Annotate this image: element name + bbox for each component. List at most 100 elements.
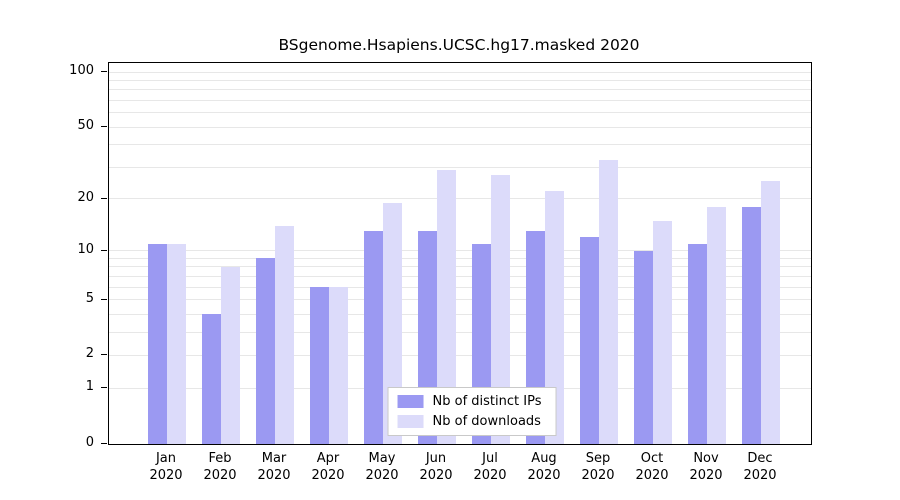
legend-swatch-distinct-ips <box>397 395 424 408</box>
y-tick-label: 10 <box>77 241 94 257</box>
x-tick-year: 2020 <box>203 468 237 483</box>
bar-downloads-nov <box>707 206 726 444</box>
bar-downloads-mar <box>275 225 294 444</box>
bar-layer <box>109 63 811 444</box>
bar-downloads-aug <box>545 191 564 444</box>
gridline <box>109 79 811 81</box>
x-tick-year: 2020 <box>743 468 777 483</box>
x-tick-month: Jul <box>482 451 498 466</box>
bar-distinct-ips-dec <box>742 206 761 444</box>
x-tick-label: Oct 2020 <box>624 450 680 484</box>
gridline <box>109 299 811 301</box>
y-tick-label: 5 <box>85 290 94 306</box>
x-tick-label: Aug 2020 <box>516 450 572 484</box>
bar-distinct-ips-may <box>364 231 383 444</box>
x-tick-year: 2020 <box>149 468 183 483</box>
gridline <box>109 257 811 259</box>
y-tick-mark <box>101 126 107 128</box>
x-tick-year: 2020 <box>365 468 399 483</box>
y-tick-mark <box>101 71 107 72</box>
y-tick-mark <box>101 354 107 356</box>
gridline <box>109 354 811 356</box>
x-tick-label: Jun 2020 <box>408 450 464 484</box>
bar-distinct-ips-apr <box>310 287 329 444</box>
x-tick-month: May <box>368 451 396 466</box>
gridline <box>109 144 811 146</box>
bar-distinct-ips-mar <box>256 258 275 444</box>
gridline <box>109 89 811 91</box>
y-tick-label: 50 <box>77 118 94 134</box>
x-tick-label: Apr 2020 <box>300 450 356 484</box>
x-tick-year: 2020 <box>581 468 615 483</box>
bar-distinct-ips-feb <box>202 314 221 444</box>
bar-distinct-ips-oct <box>634 250 653 444</box>
gridline <box>109 166 811 168</box>
y-tick-mark <box>101 443 107 444</box>
bar-distinct-ips-jan <box>148 243 167 444</box>
x-tick-label: Sep 2020 <box>570 450 626 484</box>
gridline <box>109 266 811 268</box>
x-tick-month: Dec <box>747 451 773 466</box>
legend-label-downloads: Nb of downloads <box>432 414 541 429</box>
bar-distinct-ips-sep <box>580 237 599 444</box>
legend-swatch-downloads <box>397 415 424 428</box>
gridline <box>109 275 811 277</box>
x-tick-label: May 2020 <box>354 450 410 484</box>
bar-downloads-apr <box>329 287 348 444</box>
x-axis: Jan 2020 Feb 2020 Mar 2020 Apr 2020 May 2020 Jun 20… <box>108 450 810 490</box>
y-tick-label: 2 <box>85 346 94 362</box>
gridline <box>109 313 811 315</box>
gridline <box>109 250 811 252</box>
gridline <box>109 112 811 114</box>
gridline <box>109 99 811 101</box>
x-tick-year: 2020 <box>257 468 291 483</box>
gridline <box>109 286 811 288</box>
x-tick-label: Mar 2020 <box>246 450 302 484</box>
bar-downloads-feb <box>221 266 240 444</box>
x-tick-month: Jun <box>425 451 447 466</box>
bar-downloads-dec <box>761 181 780 444</box>
x-tick-year: 2020 <box>419 468 453 483</box>
grid-layer <box>109 63 811 444</box>
gridline <box>109 198 811 200</box>
x-tick-month: Sep <box>585 451 611 466</box>
x-tick-label: Jul 2020 <box>462 450 518 484</box>
bar-downloads-jul <box>491 175 510 444</box>
y-tick-mark <box>101 298 107 300</box>
legend-item-distinct-ips: Nb of distinct IPs <box>397 394 542 409</box>
x-tick-month: Mar <box>261 451 287 466</box>
bar-distinct-ips-nov <box>688 243 707 444</box>
bar-downloads-oct <box>653 220 672 444</box>
y-tick-label: 100 <box>69 63 94 78</box>
y-axis: 0 1 2 5 10 20 50 100 <box>0 62 108 450</box>
y-tick-label: 20 <box>77 189 94 205</box>
x-tick-month: Nov <box>693 451 719 466</box>
x-tick-month: Jan <box>155 451 177 466</box>
y-tick-mark <box>101 197 107 199</box>
y-tick-label: 0 <box>85 435 94 450</box>
x-tick-label: Nov 2020 <box>678 450 734 484</box>
x-tick-month: Aug <box>531 451 557 466</box>
bar-downloads-jan <box>167 243 186 444</box>
gridline <box>109 331 811 333</box>
x-tick-label: Feb 2020 <box>192 450 248 484</box>
x-tick-year: 2020 <box>527 468 561 483</box>
x-tick-year: 2020 <box>635 468 669 483</box>
y-tick-label: 1 <box>85 379 94 395</box>
bar-downloads-may <box>383 202 402 444</box>
x-tick-month: Oct <box>640 451 664 466</box>
x-tick-month: Apr <box>316 451 340 466</box>
bar-downloads-jun <box>437 169 456 444</box>
bar-downloads-sep <box>599 159 618 444</box>
legend-label-distinct-ips: Nb of distinct IPs <box>432 394 542 409</box>
x-tick-year: 2020 <box>311 468 345 483</box>
y-tick-mark <box>101 387 107 389</box>
gridline <box>109 126 811 128</box>
x-tick-month: Feb <box>208 451 232 466</box>
x-tick-label: Jan 2020 <box>138 450 194 484</box>
legend-item-downloads: Nb of downloads <box>397 414 542 429</box>
plot-area: Nb of distinct IPs Nb of downloads <box>108 62 812 445</box>
chart-title: BSgenome.Hsapiens.UCSC.hg17.masked 2020 <box>278 36 640 54</box>
gridline <box>109 71 811 73</box>
